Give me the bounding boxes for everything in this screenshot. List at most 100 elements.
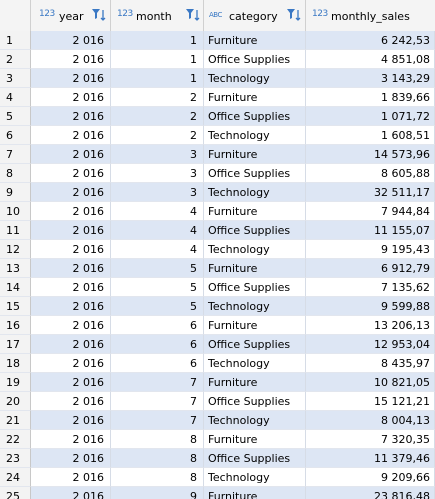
cell-month[interactable]: 1 [111,31,204,50]
cell-category[interactable]: Office Supplies [204,221,306,240]
cell-month[interactable]: 6 [111,335,204,354]
cell-year[interactable]: 2 016 [31,354,111,373]
table-row[interactable]: 16 2 016 6 Furniture 13 206,13 [0,316,435,335]
filter-sort-icon[interactable] [185,8,201,22]
table-row[interactable]: 15 2 016 5 Technology 9 599,88 [0,297,435,316]
column-header-month[interactable]: 123 month [111,0,204,31]
cell-category[interactable]: Furniture [204,259,306,278]
cell-category[interactable]: Technology [204,240,306,259]
cell-year[interactable]: 2 016 [31,449,111,468]
cell-category[interactable]: Office Supplies [204,107,306,126]
row-number[interactable]: 23 [0,449,31,468]
cell-year[interactable]: 2 016 [31,297,111,316]
cell-category[interactable]: Office Supplies [204,278,306,297]
cell-month[interactable]: 8 [111,430,204,449]
cell-month[interactable]: 3 [111,183,204,202]
row-number[interactable]: 24 [0,468,31,487]
cell-monthly-sales[interactable]: 8 605,88 [306,164,435,183]
cell-month[interactable]: 6 [111,316,204,335]
cell-month[interactable]: 5 [111,259,204,278]
cell-monthly-sales[interactable]: 7 944,84 [306,202,435,221]
cell-category[interactable]: Technology [204,69,306,88]
cell-monthly-sales[interactable]: 6 912,79 [306,259,435,278]
column-header-category[interactable]: ABC category [204,0,306,31]
cell-monthly-sales[interactable]: 32 511,17 [306,183,435,202]
cell-category[interactable]: Furniture [204,31,306,50]
cell-month[interactable]: 2 [111,126,204,145]
row-number[interactable]: 8 [0,164,31,183]
cell-category[interactable]: Technology [204,411,306,430]
row-number[interactable]: 20 [0,392,31,411]
row-number[interactable]: 14 [0,278,31,297]
cell-category[interactable]: Furniture [204,373,306,392]
cell-year[interactable]: 2 016 [31,50,111,69]
table-row[interactable]: 19 2 016 7 Furniture 10 821,05 [0,373,435,392]
cell-category[interactable]: Furniture [204,316,306,335]
table-row[interactable]: 18 2 016 6 Technology 8 435,97 [0,354,435,373]
cell-month[interactable]: 4 [111,221,204,240]
cell-year[interactable]: 2 016 [31,202,111,221]
row-number[interactable]: 25 [0,487,31,499]
cell-monthly-sales[interactable]: 8 435,97 [306,354,435,373]
cell-month[interactable]: 4 [111,202,204,221]
table-row[interactable]: 13 2 016 5 Furniture 6 912,79 [0,259,435,278]
row-number[interactable]: 2 [0,50,31,69]
cell-category[interactable]: Technology [204,354,306,373]
cell-year[interactable]: 2 016 [31,430,111,449]
row-number[interactable]: 19 [0,373,31,392]
cell-year[interactable]: 2 016 [31,126,111,145]
cell-year[interactable]: 2 016 [31,316,111,335]
column-header-year[interactable]: 123 year [31,0,111,31]
cell-month[interactable]: 7 [111,411,204,430]
cell-year[interactable]: 2 016 [31,240,111,259]
row-number[interactable]: 17 [0,335,31,354]
cell-month[interactable]: 3 [111,164,204,183]
table-row[interactable]: 21 2 016 7 Technology 8 004,13 [0,411,435,430]
filter-sort-icon[interactable] [91,8,107,22]
cell-category[interactable]: Technology [204,468,306,487]
cell-monthly-sales[interactable]: 11 379,46 [306,449,435,468]
cell-monthly-sales[interactable]: 3 143,29 [306,69,435,88]
cell-year[interactable]: 2 016 [31,392,111,411]
cell-month[interactable]: 4 [111,240,204,259]
cell-category[interactable]: Office Supplies [204,392,306,411]
column-header-monthly-sales[interactable]: 123 monthly_sales [306,0,435,31]
cell-monthly-sales[interactable]: 12 953,04 [306,335,435,354]
cell-month[interactable]: 6 [111,354,204,373]
cell-month[interactable]: 3 [111,145,204,164]
cell-monthly-sales[interactable]: 9 209,66 [306,468,435,487]
cell-monthly-sales[interactable]: 9 599,88 [306,297,435,316]
cell-monthly-sales[interactable]: 4 851,08 [306,50,435,69]
cell-year[interactable]: 2 016 [31,221,111,240]
cell-month[interactable]: 2 [111,107,204,126]
table-row[interactable]: 25 2 016 9 Furniture 23 816,48 [0,487,435,499]
cell-monthly-sales[interactable]: 14 573,96 [306,145,435,164]
cell-year[interactable]: 2 016 [31,259,111,278]
cell-monthly-sales[interactable]: 1 071,72 [306,107,435,126]
row-number[interactable]: 21 [0,411,31,430]
row-number-header[interactable] [0,0,31,31]
cell-category[interactable]: Office Supplies [204,50,306,69]
cell-year[interactable]: 2 016 [31,31,111,50]
cell-category[interactable]: Technology [204,126,306,145]
cell-month[interactable]: 2 [111,88,204,107]
cell-month[interactable]: 5 [111,297,204,316]
row-number[interactable]: 6 [0,126,31,145]
cell-year[interactable]: 2 016 [31,164,111,183]
cell-monthly-sales[interactable]: 6 242,53 [306,31,435,50]
row-number[interactable]: 12 [0,240,31,259]
cell-monthly-sales[interactable]: 23 816,48 [306,487,435,499]
cell-category[interactable]: Office Supplies [204,335,306,354]
cell-category[interactable]: Office Supplies [204,449,306,468]
cell-monthly-sales[interactable]: 7 320,35 [306,430,435,449]
filter-sort-icon[interactable] [286,8,302,22]
table-row[interactable]: 17 2 016 6 Office Supplies 12 953,04 [0,335,435,354]
row-number[interactable]: 7 [0,145,31,164]
cell-monthly-sales[interactable]: 8 004,13 [306,411,435,430]
cell-year[interactable]: 2 016 [31,411,111,430]
